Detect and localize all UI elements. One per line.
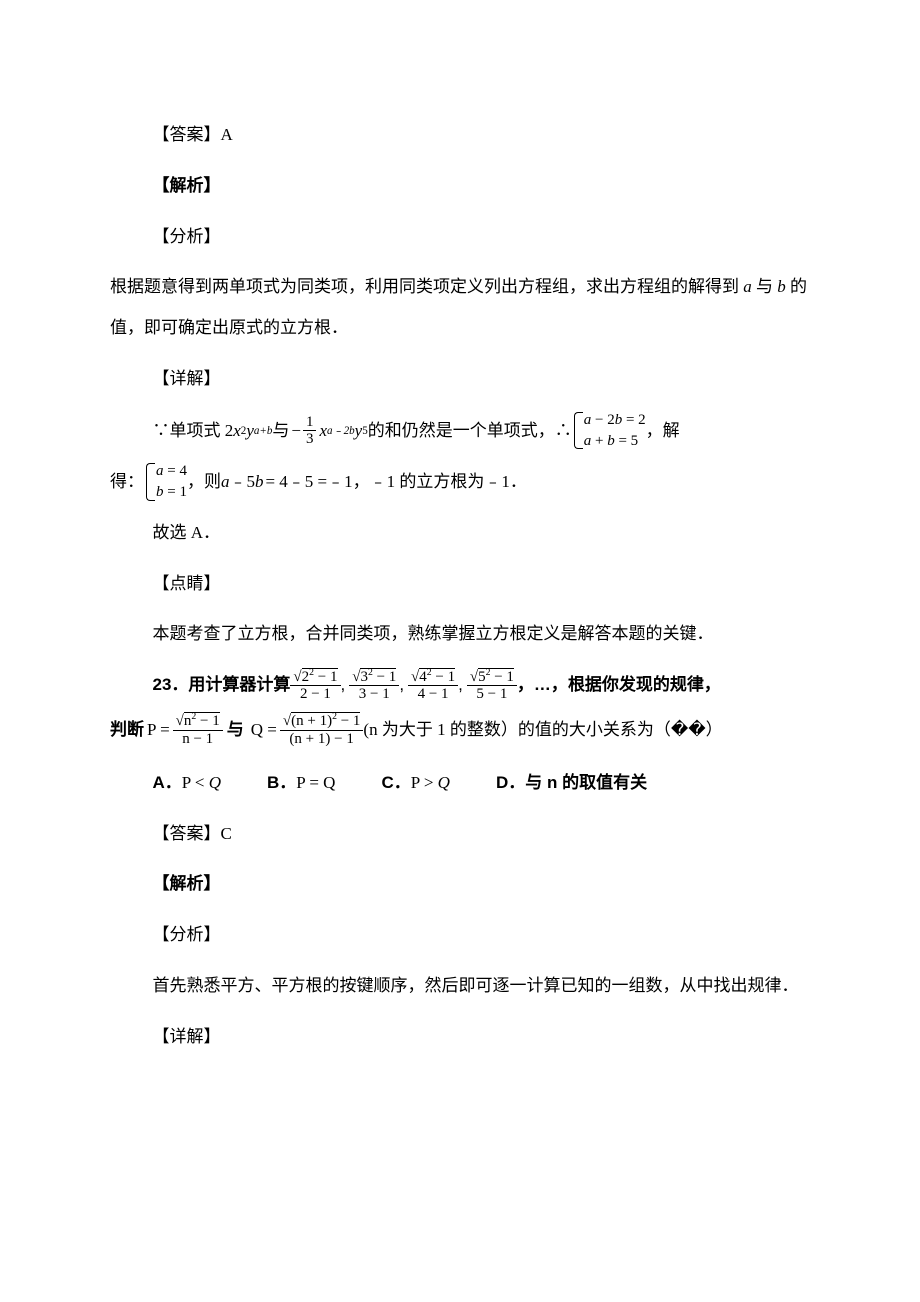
fenxi2-text: 首先熟悉平方、平方根的按键顺序，然后即可逐一计算已知的一组数，从中找出规律．: [110, 966, 810, 1007]
answer-value: A: [221, 125, 233, 144]
answer2-line: 【答案】C: [110, 814, 810, 855]
equation-system-1: a − 2b = 2 a + b = 5: [572, 410, 646, 452]
answer2-value: C: [221, 824, 232, 843]
option-a: A．P < Q: [153, 763, 221, 804]
q23-line2: 判断 P = √n2 − 1 n − 1 与 Q = √(n + 1)2 − 1…: [110, 710, 810, 751]
q23-terms: √22 − 1 2 − 1 , √32 − 1 3 − 1 , √42 − 1 …: [290, 665, 517, 706]
option-b: B．P = Q: [267, 763, 335, 804]
section-dianjing: 【点睛】: [110, 564, 810, 605]
term-4: √42 − 1 4 − 1: [408, 669, 458, 703]
section-xiangjie-2: 【详解】: [110, 1017, 810, 1058]
section-xiangjie: 【详解】: [110, 359, 810, 400]
analysis-text: 根据题意得到两单项式为同类项，利用同类项定义列出方程组，求出方程组的解得到 a …: [110, 267, 810, 349]
guxuan: 故选 A．: [110, 513, 810, 554]
term-2: √22 − 1 2 − 1: [290, 669, 340, 703]
fraction-one-third: 1 3: [303, 414, 317, 448]
section-fenxi-2: 【分析】: [110, 915, 810, 956]
answer-line: 【答案】A: [110, 115, 810, 156]
section-jiexi-2: 【解析】: [110, 864, 810, 905]
section-fenxi: 【分析】: [110, 217, 810, 258]
answer2-label: 【答案】: [153, 824, 221, 843]
detail-line-2: 得： a = 4 b = 1 ，则 a ﹣5 b = 4﹣5 =﹣1，﹣1 的立…: [110, 461, 810, 503]
q23-options: A．P < Q B．P = Q C．P > Q D．与 n 的取值有关: [110, 763, 810, 804]
answer-label: 【答案】: [153, 125, 221, 144]
dianjing-text: 本题考查了立方根，合并同类项，熟练掌握立方根定义是解答本题的关键．: [110, 614, 810, 655]
term-5: √52 − 1 5 − 1: [467, 669, 517, 703]
frac-q: √(n + 1)2 − 1 (n + 1) − 1: [280, 713, 364, 747]
detail-line-1: ∵单项式 2 x2ya+b 与 − 1 3 xa﹣2by5 的和仍然是一个单项式…: [110, 410, 810, 452]
q23-line1: 23． 用计算器计算 √22 − 1 2 − 1 , √32 − 1 3 − 1…: [110, 665, 810, 706]
term-3: √32 − 1 3 − 1: [349, 669, 399, 703]
section-jiexi: 【解析】: [110, 166, 810, 207]
equation-system-2: a = 4 b = 1: [144, 461, 187, 503]
option-d: D．与 n 的取值有关: [496, 763, 647, 804]
frac-p: √n2 − 1 n − 1: [173, 713, 223, 747]
option-c: C．P > Q: [381, 763, 449, 804]
